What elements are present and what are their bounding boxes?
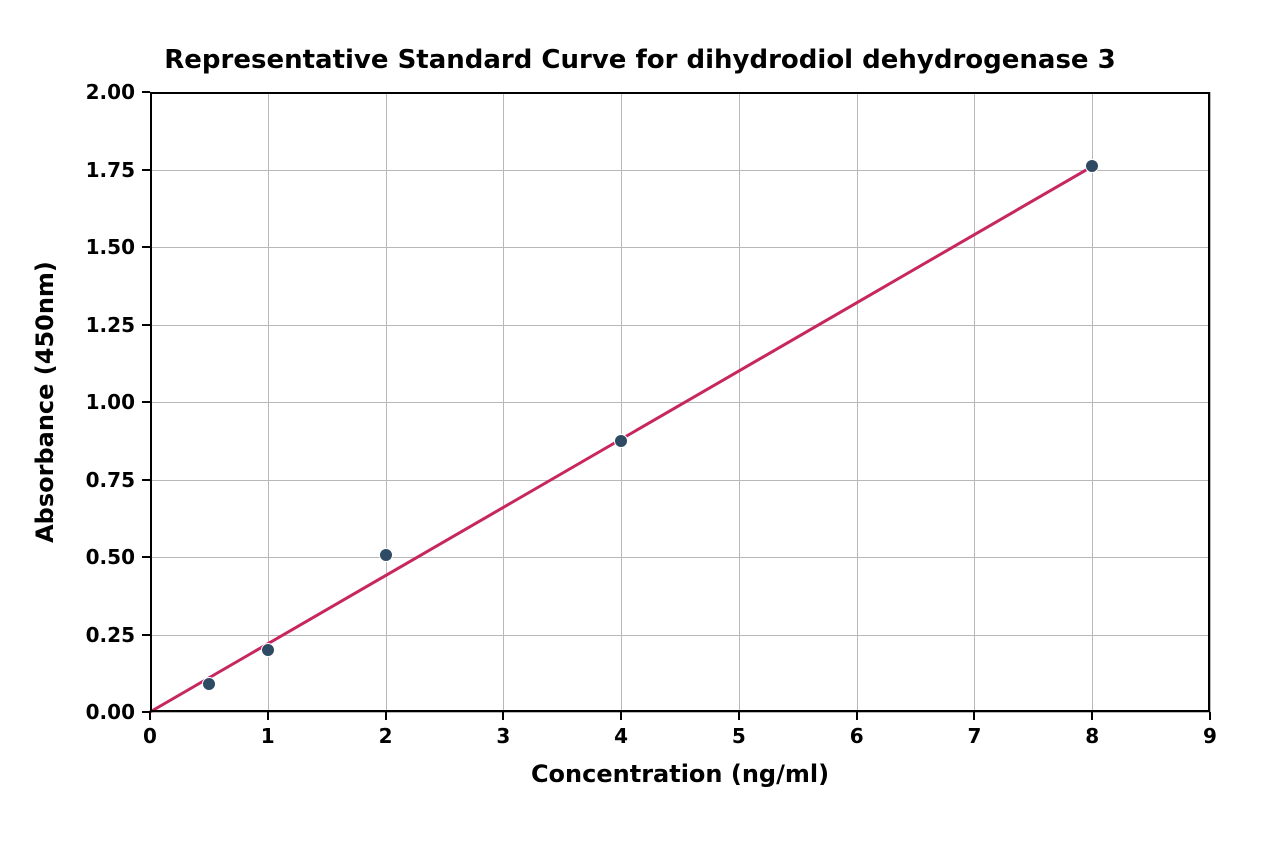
chart-title: Representative Standard Curve for dihydr… [0, 45, 1280, 75]
x-tick-label: 7 [967, 724, 981, 748]
y-tick-mark [142, 556, 150, 558]
grid-line-horizontal [150, 712, 1210, 713]
x-tick-label: 6 [850, 724, 864, 748]
y-tick-mark [142, 169, 150, 171]
data-point [202, 677, 216, 691]
x-tick-label: 1 [261, 724, 275, 748]
x-tick-label: 4 [614, 724, 628, 748]
x-tick-label: 8 [1085, 724, 1099, 748]
x-tick-label: 2 [379, 724, 393, 748]
data-point [379, 548, 393, 562]
y-tick-label: 2.00 [80, 80, 135, 104]
x-tick-mark [267, 712, 269, 720]
x-tick-mark [738, 712, 740, 720]
y-tick-label: 0.25 [80, 623, 135, 647]
y-tick-mark [142, 324, 150, 326]
x-tick-mark [502, 712, 504, 720]
grid-line-horizontal [150, 480, 1210, 481]
grid-line-horizontal [150, 325, 1210, 326]
x-axis-label: Concentration (ng/ml) [531, 760, 829, 788]
x-tick-mark [1091, 712, 1093, 720]
y-tick-label: 0.00 [80, 700, 135, 724]
y-tick-mark [142, 246, 150, 248]
x-tick-label: 5 [732, 724, 746, 748]
y-tick-label: 1.00 [80, 390, 135, 414]
data-point [1085, 159, 1099, 173]
x-tick-mark [1209, 712, 1211, 720]
x-tick-mark [385, 712, 387, 720]
y-tick-mark [142, 634, 150, 636]
grid-line-horizontal [150, 635, 1210, 636]
plot-area [150, 92, 1210, 712]
x-tick-label: 0 [143, 724, 157, 748]
x-tick-mark [856, 712, 858, 720]
y-tick-mark [142, 711, 150, 713]
x-tick-label: 3 [496, 724, 510, 748]
y-tick-label: 0.75 [80, 468, 135, 492]
y-tick-label: 1.75 [80, 158, 135, 182]
y-tick-label: 0.50 [80, 545, 135, 569]
y-tick-mark [142, 91, 150, 93]
y-tick-mark [142, 401, 150, 403]
grid-line-horizontal [150, 402, 1210, 403]
x-tick-mark [149, 712, 151, 720]
grid-line-horizontal [150, 247, 1210, 248]
grid-line-vertical [1210, 92, 1211, 712]
grid-line-horizontal [150, 170, 1210, 171]
data-point [261, 643, 275, 657]
grid-line-horizontal [150, 557, 1210, 558]
y-axis-label: Absorbance (450nm) [31, 261, 59, 543]
y-tick-label: 1.50 [80, 235, 135, 259]
y-tick-mark [142, 479, 150, 481]
y-tick-label: 1.25 [80, 313, 135, 337]
chart-container: Representative Standard Curve for dihydr… [0, 0, 1280, 845]
grid-line-horizontal [150, 92, 1210, 93]
x-tick-label: 9 [1203, 724, 1217, 748]
data-point [614, 434, 628, 448]
x-tick-mark [973, 712, 975, 720]
x-tick-mark [620, 712, 622, 720]
